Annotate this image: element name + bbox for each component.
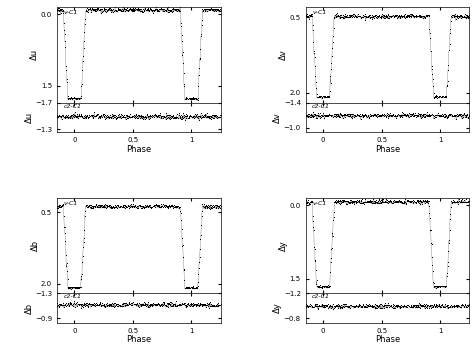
- Text: c2-C1: c2-C1: [64, 104, 82, 109]
- X-axis label: Phase: Phase: [126, 145, 151, 154]
- Y-axis label: Δu: Δu: [30, 49, 39, 60]
- Text: v-C1: v-C1: [64, 10, 78, 15]
- Y-axis label: Δv: Δv: [273, 112, 282, 123]
- X-axis label: Phase: Phase: [375, 145, 400, 154]
- Text: c2-C1: c2-C1: [312, 294, 330, 299]
- Y-axis label: Δv: Δv: [279, 49, 288, 60]
- Text: c2-C1: c2-C1: [64, 294, 82, 299]
- Y-axis label: Δb: Δb: [30, 240, 39, 251]
- Text: c2-C1: c2-C1: [312, 104, 330, 109]
- X-axis label: Phase: Phase: [375, 335, 400, 344]
- Y-axis label: Δy: Δy: [279, 240, 288, 251]
- Y-axis label: Δu: Δu: [25, 112, 34, 123]
- Text: v-C1: v-C1: [312, 201, 327, 206]
- X-axis label: Phase: Phase: [126, 335, 151, 344]
- Text: v-C1: v-C1: [64, 201, 78, 206]
- Y-axis label: Δb: Δb: [25, 302, 34, 314]
- Text: v-C1: v-C1: [312, 10, 327, 15]
- Y-axis label: Δy: Δy: [273, 303, 282, 313]
